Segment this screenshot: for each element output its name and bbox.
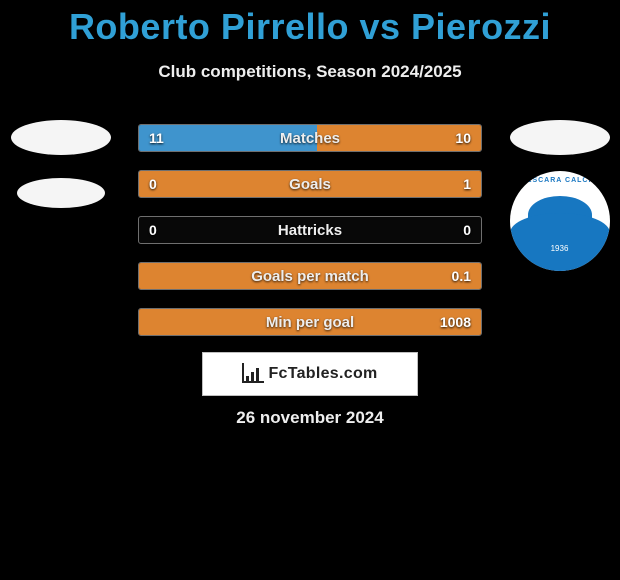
stat-label: Goals bbox=[139, 171, 481, 197]
club-badge-text: PESCARA CALCIO bbox=[510, 177, 610, 184]
stats-container: 1110Matches 01Goals 00Hattricks 0.1Goals pe… bbox=[138, 124, 482, 354]
club-badge-year: 1936 bbox=[510, 244, 610, 253]
stat-label: Goals per match bbox=[139, 263, 481, 289]
stat-row: 01Goals bbox=[138, 170, 482, 198]
stat-row: 1110Matches bbox=[138, 124, 482, 152]
page-title: Roberto Pirrello vs Pierozzi bbox=[0, 0, 620, 48]
stat-label: Min per goal bbox=[139, 309, 481, 335]
stat-label: Matches bbox=[139, 125, 481, 151]
snapshot-date: 26 november 2024 bbox=[0, 408, 620, 428]
brand-text: FcTables.com bbox=[268, 365, 377, 383]
page-subtitle: Club competitions, Season 2024/2025 bbox=[0, 62, 620, 82]
stat-row: 1008Min per goal bbox=[138, 308, 482, 336]
stat-row: 00Hattricks bbox=[138, 216, 482, 244]
player-left-club-badge bbox=[8, 140, 113, 245]
player-right-club-badge: PESCARA CALCIO 1936 bbox=[507, 168, 612, 273]
stat-label: Hattricks bbox=[139, 217, 481, 243]
stat-row: 0.1Goals per match bbox=[138, 262, 482, 290]
brand-chart-icon bbox=[242, 365, 262, 383]
brand-box[interactable]: FcTables.com bbox=[202, 352, 418, 396]
